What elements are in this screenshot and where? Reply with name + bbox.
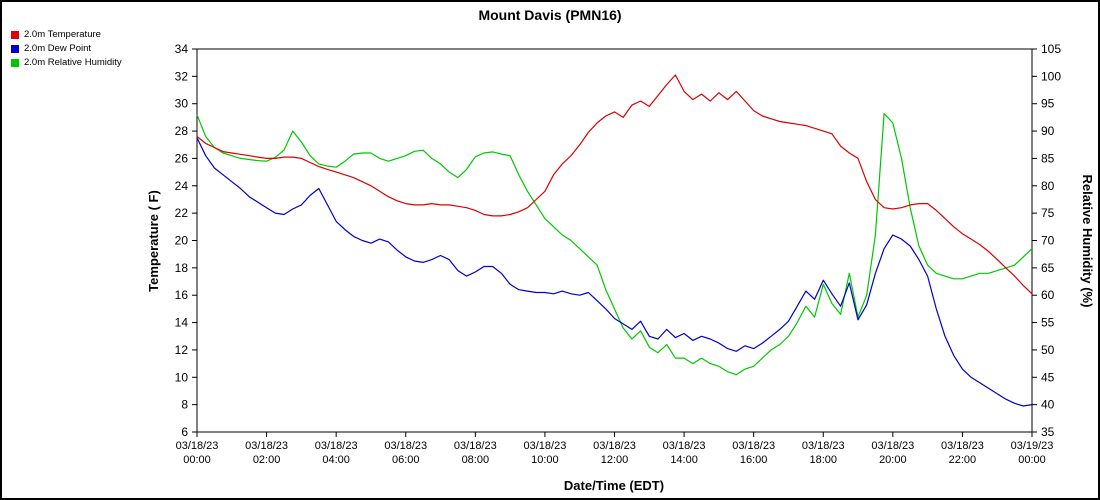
x-tick-time-label: 08:00 [462,454,490,466]
x-tick-date-label: 03/18/23 [384,440,427,452]
left-axis-title: Temperature ( F) [146,190,161,292]
left-tick-label: 8 [181,398,188,412]
x-tick-time-label: 22:00 [949,454,977,466]
right-tick-label: 105 [1041,42,1061,56]
left-tick-label: 10 [175,370,189,384]
left-tick-label: 28 [175,124,189,138]
left-tick-label: 16 [175,288,189,302]
relative-humidity-swatch-icon [11,58,19,67]
right-tick-label: 40 [1041,398,1055,412]
legend-item-relative-humidity: 2.0m Relative Humidity [11,57,122,68]
left-tick-label: 30 [175,97,189,111]
x-tick-time-label: 10:00 [531,454,559,466]
x-tick-date-label: 03/18/23 [315,440,358,452]
legend-label-temperature: 2.0m Temperature [24,29,101,40]
legend-item-dew-point: 2.0m Dew Point [11,43,122,54]
x-tick-date-label: 03/18/23 [593,440,636,452]
x-axis-title: Date/Time (EDT) [564,478,664,493]
right-tick-label: 70 [1041,234,1055,248]
x-tick-time-label: 04:00 [322,454,350,466]
left-tick-label: 14 [175,316,189,330]
legend-label-dew-point: 2.0m Dew Point [24,43,92,54]
legend: 2.0m Temperature 2.0m Dew Point 2.0m Rel… [11,29,122,71]
right-tick-label: 35 [1041,425,1055,439]
left-tick-label: 22 [175,206,189,220]
right-tick-label: 60 [1041,288,1055,302]
x-tick-time-label: 06:00 [392,454,420,466]
left-tick-label: 26 [175,151,189,165]
relative-humidity-line [196,112,1033,376]
temperature-line [196,74,1033,295]
right-tick-label: 75 [1041,206,1055,220]
left-tick-label: 18 [175,261,189,275]
x-tick-time-label: 16:00 [740,454,768,466]
right-tick-label: 45 [1041,370,1055,384]
legend-label-relative-humidity: 2.0m Relative Humidity [24,57,122,68]
right-tick-label: 85 [1041,151,1055,165]
x-tick-time-label: 02:00 [253,454,281,466]
x-tick-date-label: 03/18/23 [732,440,775,452]
right-tick-label: 50 [1041,343,1055,357]
left-tick-label: 32 [175,69,189,83]
left-tick-label: 12 [175,343,189,357]
x-tick-date-label: 03/18/23 [245,440,288,452]
right-tick-label: 100 [1041,69,1061,83]
x-tick-date-label: 03/18/23 [941,440,984,452]
x-tick-time-label: 18:00 [809,454,837,466]
x-tick-date-label: 03/19/23 [1011,440,1054,452]
right-tick-label: 55 [1041,316,1055,330]
right-axis-title: Relative Humidity (%) [1080,175,1095,308]
x-tick-date-label: 03/18/23 [802,440,845,452]
x-tick-date-label: 03/18/23 [454,440,497,452]
dew-point-line [196,137,1033,407]
left-tick-label: 34 [175,42,189,56]
right-tick-label: 90 [1041,124,1055,138]
right-tick-label: 95 [1041,97,1055,111]
right-tick-label: 80 [1041,179,1055,193]
left-tick-label: 20 [175,234,189,248]
left-tick-label: 6 [181,425,188,439]
left-tick-label: 24 [175,179,189,193]
temperature-swatch-icon [11,30,19,39]
x-tick-date-label: 03/18/23 [871,440,914,452]
x-tick-date-label: 03/18/23 [524,440,567,452]
x-tick-date-label: 03/18/23 [663,440,706,452]
legend-item-temperature: 2.0m Temperature [11,29,122,40]
dew-point-swatch-icon [11,44,19,53]
chart-title: Mount Davis (PMN16) [478,7,622,23]
plot-area [196,48,1033,433]
right-tick-label: 65 [1041,261,1055,275]
x-tick-time-label: 12:00 [601,454,629,466]
x-tick-time-label: 14:00 [670,454,698,466]
x-tick-date-label: 03/18/23 [176,440,219,452]
x-tick-time-label: 20:00 [879,454,907,466]
x-tick-time-label: 00:00 [1018,454,1046,466]
x-tick-time-label: 00:00 [183,454,211,466]
